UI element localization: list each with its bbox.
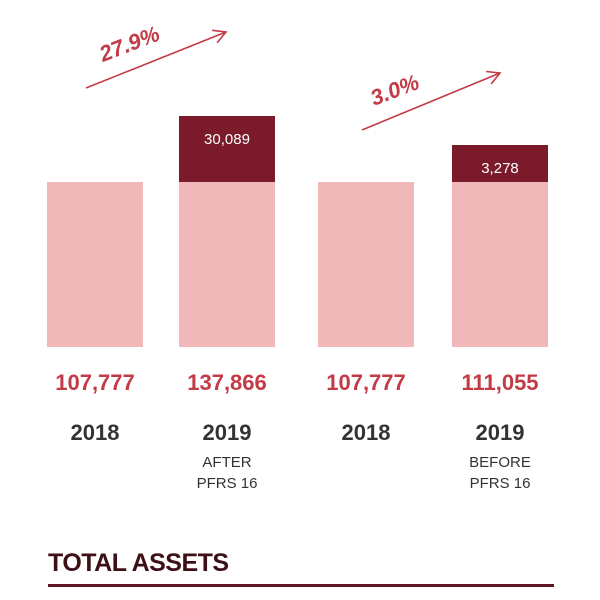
- total-value-label: 107,777: [55, 370, 135, 395]
- growth-arrow-line: [361, 72, 501, 131]
- growth-percent-label: 27.9%: [95, 21, 163, 67]
- growth-arrow-line: [85, 31, 227, 89]
- year-label: 2019: [203, 420, 252, 445]
- total-value-label: 137,866: [187, 370, 267, 395]
- increase-value-label: 30,089: [204, 131, 250, 148]
- basis-note-label: BEFORE: [469, 454, 531, 471]
- total-value-label: 107,777: [326, 370, 406, 395]
- base-bar: [47, 182, 143, 347]
- title-underline: [48, 584, 554, 587]
- base-bar: [318, 182, 414, 347]
- basis-note-label: PFRS 16: [197, 475, 258, 492]
- increase-bar: [179, 116, 275, 182]
- increase-value-label: 3,278: [481, 160, 519, 177]
- basis-note-label: AFTER: [202, 454, 251, 471]
- base-bar: [452, 182, 548, 347]
- basis-note-label: PFRS 16: [470, 475, 531, 492]
- year-label: 2018: [71, 420, 120, 445]
- total-value-label: 111,055: [461, 370, 538, 395]
- growth-arrow-head: [212, 29, 228, 44]
- base-bar: [179, 182, 275, 347]
- year-label: 2018: [342, 420, 391, 445]
- increase-bar: [452, 145, 548, 182]
- growth-percent-label: 3.0%: [367, 69, 423, 110]
- year-label: 2019: [476, 420, 525, 445]
- growth-arrow-head: [485, 70, 502, 85]
- chart-title: TOTAL ASSETS: [48, 549, 229, 577]
